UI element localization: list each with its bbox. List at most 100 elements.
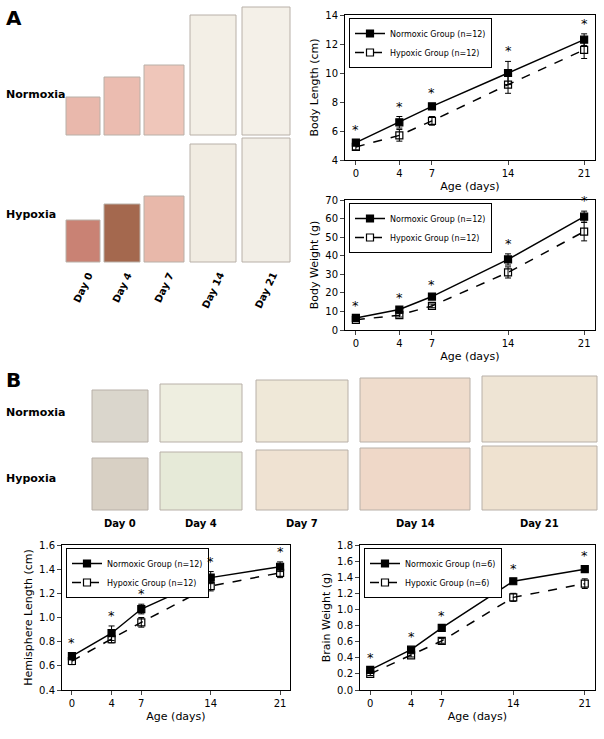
svg-text:1.4: 1.4 <box>337 572 353 583</box>
svg-text:Day 7: Day 7 <box>152 271 175 304</box>
svg-text:Hypoxic Group (n=12): Hypoxic Group (n=12) <box>107 579 196 588</box>
svg-text:*: * <box>505 236 512 251</box>
svg-text:*: * <box>505 43 512 58</box>
svg-text:14: 14 <box>325 10 338 21</box>
svg-text:6: 6 <box>332 126 338 137</box>
svg-text:0.2: 0.2 <box>337 668 353 679</box>
svg-text:21: 21 <box>274 698 287 709</box>
svg-text:14: 14 <box>502 338 515 349</box>
svg-text:Hypoxia: Hypoxia <box>6 472 56 485</box>
svg-text:10: 10 <box>325 68 338 79</box>
svg-text:1.2: 1.2 <box>39 588 55 599</box>
svg-text:Day 4: Day 4 <box>185 518 217 529</box>
svg-text:1.8: 1.8 <box>337 540 353 551</box>
svg-text:Day 4: Day 4 <box>110 271 133 304</box>
svg-text:4: 4 <box>108 698 114 709</box>
svg-text:Day 0: Day 0 <box>71 271 94 304</box>
svg-text:Normoxic Group (n=6): Normoxic Group (n=6) <box>405 560 495 569</box>
svg-text:8: 8 <box>332 97 338 108</box>
svg-text:*: * <box>108 608 115 623</box>
svg-text:Normoxia: Normoxia <box>6 406 66 419</box>
svg-text:0.4: 0.4 <box>39 685 55 696</box>
svg-text:1.2: 1.2 <box>337 588 353 599</box>
svg-text:Body Weight (g): Body Weight (g) <box>308 221 321 310</box>
svg-text:1.6: 1.6 <box>39 540 55 551</box>
svg-text:1.6: 1.6 <box>337 556 353 567</box>
svg-text:Age (days): Age (days) <box>448 710 507 723</box>
svg-text:21: 21 <box>578 338 591 349</box>
svg-text:Day 0: Day 0 <box>104 518 136 529</box>
svg-text:Hypoxic Group (n=6): Hypoxic Group (n=6) <box>405 579 489 588</box>
svg-text:4: 4 <box>396 168 402 179</box>
svg-text:7: 7 <box>429 338 435 349</box>
svg-text:14: 14 <box>502 168 515 179</box>
svg-text:60: 60 <box>325 213 338 224</box>
svg-text:7: 7 <box>429 168 435 179</box>
svg-text:1.4: 1.4 <box>39 564 55 575</box>
svg-text:7: 7 <box>439 698 445 709</box>
svg-text:Day 7: Day 7 <box>286 518 318 529</box>
svg-text:*: * <box>396 290 403 305</box>
svg-text:0.8: 0.8 <box>337 620 353 631</box>
svg-text:Hemisphere Length (cm): Hemisphere Length (cm) <box>22 549 35 686</box>
svg-text:A: A <box>6 6 22 30</box>
svg-text:0: 0 <box>69 698 75 709</box>
svg-text:Brain Weight (g): Brain Weight (g) <box>320 573 333 663</box>
svg-text:0: 0 <box>353 168 359 179</box>
svg-text:Normoxic Group (n=12): Normoxic Group (n=12) <box>107 560 202 569</box>
svg-text:Day 21: Day 21 <box>253 270 279 310</box>
svg-text:Hypoxic Group (n=12): Hypoxic Group (n=12) <box>390 49 479 58</box>
svg-text:7: 7 <box>138 698 144 709</box>
svg-text:Age (days): Age (days) <box>440 180 499 193</box>
svg-text:Day 14: Day 14 <box>200 270 226 310</box>
svg-text:*: * <box>510 561 517 576</box>
svg-text:Day 14: Day 14 <box>396 518 435 529</box>
svg-text:50: 50 <box>325 232 338 243</box>
svg-text:0: 0 <box>367 698 373 709</box>
svg-text:*: * <box>207 554 214 569</box>
svg-text:4: 4 <box>332 155 338 166</box>
svg-text:40: 40 <box>325 250 338 261</box>
svg-text:Age (days): Age (days) <box>440 350 499 363</box>
svg-text:*: * <box>277 544 284 559</box>
svg-text:4: 4 <box>396 338 402 349</box>
svg-text:0: 0 <box>353 338 359 349</box>
svg-text:20: 20 <box>325 287 338 298</box>
svg-text:30: 30 <box>325 269 338 280</box>
svg-text:*: * <box>408 629 415 644</box>
svg-text:Body Length (cm): Body Length (cm) <box>308 38 321 136</box>
svg-text:Normoxia: Normoxia <box>6 88 66 101</box>
svg-text:Normoxic Group (n=12): Normoxic Group (n=12) <box>390 30 485 39</box>
svg-text:*: * <box>581 16 588 31</box>
svg-text:70: 70 <box>325 195 338 206</box>
svg-text:*: * <box>352 122 359 137</box>
svg-text:*: * <box>438 608 445 623</box>
svg-text:*: * <box>68 635 75 650</box>
svg-text:0.6: 0.6 <box>39 660 55 671</box>
svg-text:0.0: 0.0 <box>337 685 353 696</box>
svg-text:0.6: 0.6 <box>337 636 353 647</box>
svg-text:0.8: 0.8 <box>39 636 55 647</box>
svg-text:*: * <box>138 586 145 601</box>
svg-text:14: 14 <box>507 698 520 709</box>
svg-text:0.4: 0.4 <box>337 652 353 663</box>
svg-text:12: 12 <box>325 39 338 50</box>
svg-text:0: 0 <box>332 325 338 336</box>
svg-text:Day 21: Day 21 <box>520 518 559 529</box>
svg-text:*: * <box>581 548 588 563</box>
svg-text:Hypoxia: Hypoxia <box>6 208 56 221</box>
svg-text:4: 4 <box>408 698 414 709</box>
svg-text:*: * <box>396 99 403 114</box>
svg-text:*: * <box>367 650 374 665</box>
svg-text:1.0: 1.0 <box>337 604 353 615</box>
svg-text:Normoxic Group (n=12): Normoxic Group (n=12) <box>390 215 485 224</box>
svg-text:21: 21 <box>578 698 591 709</box>
svg-text:21: 21 <box>578 168 591 179</box>
svg-text:B: B <box>6 368 21 392</box>
svg-text:*: * <box>352 298 359 313</box>
svg-text:14: 14 <box>204 698 217 709</box>
svg-text:Hypoxic Group (n=12): Hypoxic Group (n=12) <box>390 234 479 243</box>
svg-text:Age (days): Age (days) <box>146 710 205 723</box>
svg-text:*: * <box>581 193 588 208</box>
svg-text:1.0: 1.0 <box>39 612 55 623</box>
